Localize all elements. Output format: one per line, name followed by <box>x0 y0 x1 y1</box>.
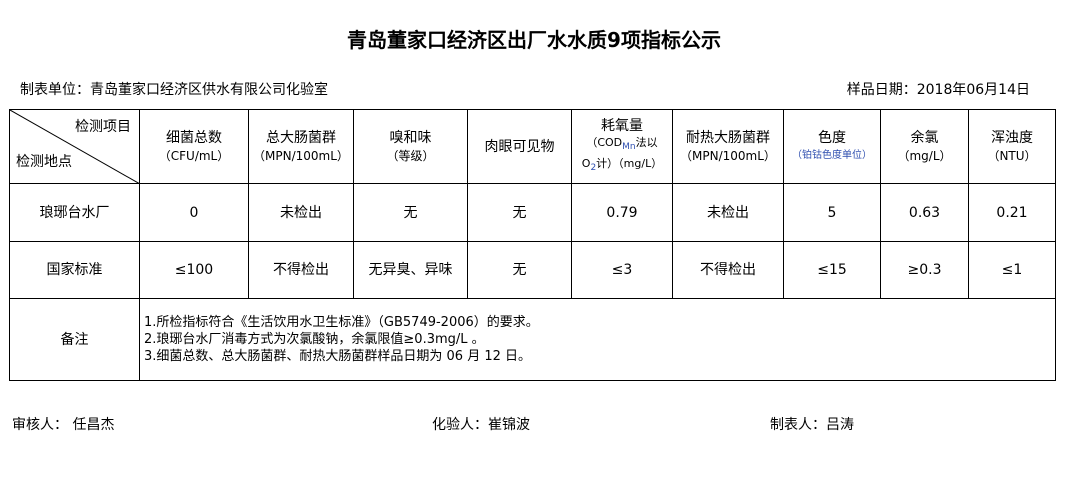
header-turbidity: 浑浊度 （NTU） <box>968 109 1056 184</box>
header-odor: 嗅和味 （等级） <box>353 109 468 184</box>
header-cod: 耗氧量 （CODMn法以 O2计）（mg/L） <box>571 109 673 184</box>
water-quality-table: 检测项目 检测地点 细菌总数 （CFU/mL） 总大肠菌群 （MPN/100mL） … <box>9 109 1056 381</box>
header-name: 细菌总数 <box>166 129 222 146</box>
unit-part: （COD <box>586 136 623 150</box>
value-cell: 0.63 <box>880 183 969 242</box>
unit-part: 法以 <box>635 136 658 150</box>
value-cell: ≤3 <box>571 241 673 299</box>
header-name: 总大肠菌群 <box>266 129 336 146</box>
header-name: 肉眼可见物 <box>484 138 555 155</box>
header-unit: （MPN/100mL） <box>253 148 349 163</box>
site-cell: 琅琊台水厂 <box>9 183 140 242</box>
value-cell: 不得检出 <box>672 241 784 299</box>
header-unit: （CODMn法以 O2计）（mg/L） <box>572 135 672 175</box>
header-row: 检测项目 检测地点 细菌总数 （CFU/mL） 总大肠菌群 （MPN/100mL） … <box>9 109 1056 184</box>
tester-signature: 化验人：崔锦波 <box>432 417 530 433</box>
header-thermo-coliform: 耐热大肠菌群 （MPN/100mL） <box>672 109 784 184</box>
header-color: 色度 （铂钴色度单位） <box>783 109 881 184</box>
corner-cell: 检测项目 检测地点 <box>9 109 140 184</box>
header-unit: （等级） <box>386 148 435 163</box>
value-cell: 0.79 <box>571 183 673 242</box>
unit-part: 计）（mg/L） <box>596 156 663 170</box>
header-name: 浑浊度 <box>991 129 1033 146</box>
table-row: 国家标准 ≤100 不得检出 无异臭、异味 无 ≤3 不得检出 ≤15 ≥0.3… <box>9 241 1056 299</box>
corner-item-label: 检测项目 <box>75 119 131 135</box>
note-item: 1.所检指标符合《生活饮用水卫生标准》（GB5749-2006）的要求。 <box>144 315 539 330</box>
header-coliform: 总大肠菌群 （MPN/100mL） <box>248 109 354 184</box>
site-cell: 国家标准 <box>9 241 140 299</box>
value-cell: 无异臭、异味 <box>353 241 468 299</box>
value-cell: 无 <box>353 183 468 242</box>
value-cell: 未检出 <box>248 183 354 242</box>
page-title: 青岛董家口经济区出厂水水质9项指标公示 <box>347 28 721 52</box>
value-cell: ≤1 <box>968 241 1056 299</box>
header-name: 耗氧量 <box>601 118 643 135</box>
maker-signature: 制表人：吕涛 <box>770 417 854 433</box>
header-unit: （CFU/mL） <box>158 148 230 163</box>
value-cell: 5 <box>783 183 881 242</box>
unit-sub: 2 <box>590 162 597 173</box>
reviewer-signature: 审核人： 任昌杰 <box>12 417 115 433</box>
corner-site-label: 检测地点 <box>16 154 72 170</box>
issuing-unit: 制表单位：青岛董家口经济区供水有限公司化验室 <box>20 82 328 98</box>
value-cell: 无 <box>467 241 572 299</box>
notes-label: 备注 <box>9 298 140 381</box>
sample-date: 样品日期：2018年06月14日 <box>846 82 1030 98</box>
value-cell: ≤100 <box>139 241 249 299</box>
value-cell: 0 <box>139 183 249 242</box>
header-bacteria: 细菌总数 （CFU/mL） <box>139 109 249 184</box>
header-unit: （NTU） <box>987 148 1037 163</box>
diagonal-line <box>10 110 140 184</box>
table-row: 琅琊台水厂 0 未检出 无 无 0.79 未检出 5 0.63 0.21 <box>9 183 1056 242</box>
value-cell: ≥0.3 <box>880 241 969 299</box>
header-unit: （mg/L） <box>897 148 952 163</box>
value-cell: 无 <box>467 183 572 242</box>
header-name: 色度 <box>818 129 846 146</box>
header-unit: （铂钴色度单位） <box>792 149 872 161</box>
value-cell: 未检出 <box>672 183 784 242</box>
unit-part: O <box>581 156 591 170</box>
header-name: 耐热大肠菌群 <box>686 129 770 146</box>
notes-row: 备注 1.所检指标符合《生活饮用水卫生标准》（GB5749-2006）的要求。 … <box>9 298 1056 381</box>
header-chlorine: 余氯 （mg/L） <box>880 109 969 184</box>
value-cell: 0.21 <box>968 183 1056 242</box>
value-cell: ≤15 <box>783 241 881 299</box>
value-cell: 不得检出 <box>248 241 354 299</box>
note-item: 3.细菌总数、总大肠菌群、耐热大肠菌群样品日期为 06 月 12 日。 <box>144 349 532 364</box>
header-name: 余氯 <box>910 129 939 146</box>
unit-sub: Mn <box>622 142 636 153</box>
note-item: 2.琅琊台水厂消毒方式为次氯酸钠，余氯限值≥0.3mg/L 。 <box>144 332 485 347</box>
header-visible: 肉眼可见物 <box>467 109 572 184</box>
header-unit: （MPN/100mL） <box>680 148 776 163</box>
header-name: 嗅和味 <box>389 129 432 146</box>
notes-cell: 1.所检指标符合《生活饮用水卫生标准》（GB5749-2006）的要求。 2.琅… <box>139 298 1056 381</box>
